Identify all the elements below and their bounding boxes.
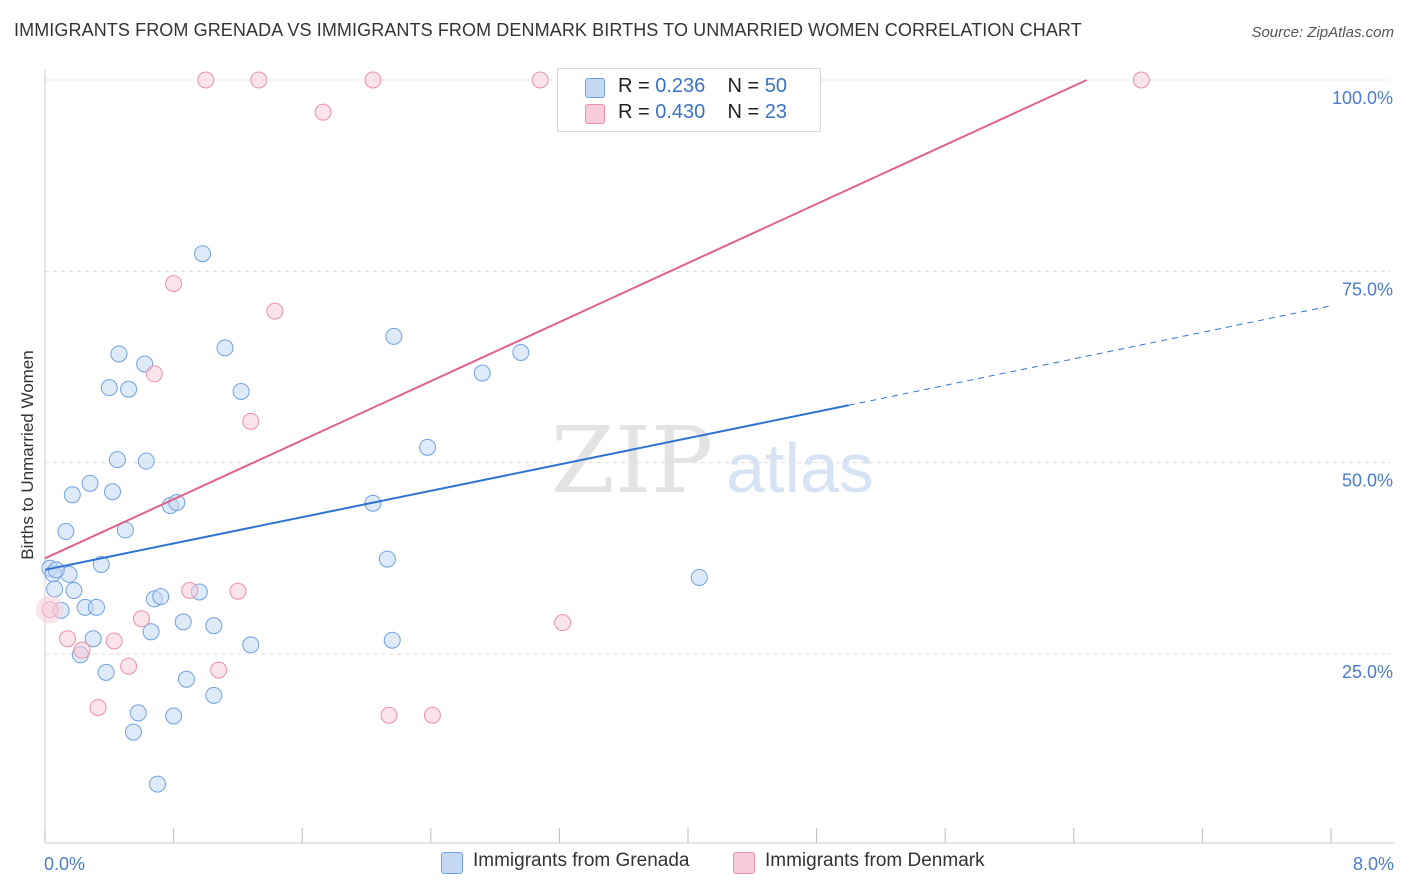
grenada-point [137,452,155,470]
legend-r-label: R = [618,101,650,123]
grenada-point [419,438,437,456]
legend-swatch-denmark [585,104,605,124]
legend-r-label: R = [618,75,650,97]
grenada-trend-line [44,404,849,571]
grenada-point [47,561,65,579]
legend-n-label: N = [727,101,760,123]
denmark-point [181,581,199,599]
grenada-point [110,345,128,363]
denmark-point [314,103,332,121]
y-tick-label: 100.0% [1332,88,1393,108]
grenada-point [216,339,234,357]
series-swatch-denmark [733,852,755,874]
grenada-point [512,343,530,361]
grenada-point [165,707,183,725]
grenada-trend-extension [848,305,1332,406]
grenada-point [104,483,122,501]
denmark-point [197,71,215,89]
grenada-point [205,686,223,704]
denmark-point [266,302,284,320]
legend-n-value: 23 [764,101,788,123]
grenada-point [57,523,75,541]
y-tick-label: 50.0% [1342,471,1393,491]
denmark-point [250,71,268,89]
grenada-point [65,581,83,599]
legend-r-value: 0.430 [655,101,706,123]
denmark-point [364,71,382,89]
series-name-grenada: Immigrants from Grenada [473,850,690,871]
grenada-point [46,580,64,598]
grid-lines [45,79,1391,655]
denmark-trend-line [44,79,1088,560]
axis-labels: Births to Unmarried Women 0.0% 8.0% 100.… [18,88,1394,874]
denmark-point [120,657,138,675]
legend-swatch-grenada [585,78,605,98]
x-tick-min: 0.0% [44,854,85,874]
denmark-point [105,632,123,650]
y-axis-label: Births to Unmarried Women [18,350,37,559]
grenada-point [149,775,167,793]
grenada-point [108,451,126,469]
legend-text-grenada: R = 0.236 N = 50 [618,75,787,98]
denmark-point [380,706,398,724]
grenada-point [385,327,403,345]
grenada-point [242,636,260,654]
watermark: ZIP atlas [551,407,874,514]
grenada-point [142,623,160,641]
denmark-point [531,71,549,89]
grenada-point [97,663,115,681]
grenada-point [177,670,195,688]
grenada-point [473,364,491,382]
grenada-point [152,588,170,606]
denmark-point [89,699,107,717]
grenada-point [174,613,192,631]
grenada-point [690,568,708,586]
chart-source: Source: ZipAtlas.com [1251,24,1394,41]
series-swatch-grenada [441,852,463,874]
legend-n-label: N = [727,75,760,97]
grenada-point [129,704,147,722]
grenada-point [84,630,102,648]
denmark-point [423,706,441,724]
denmark-point [145,365,163,383]
denmark-point [242,412,260,430]
series-name-denmark: Immigrants from Denmark [765,850,985,871]
denmark-point [229,582,247,600]
grenada-point [87,598,105,616]
denmark-point-large [35,595,64,624]
trend-lines [44,79,1332,571]
denmark-point [1132,71,1150,89]
grenada-point [383,631,401,649]
x-tick-max: 8.0% [1353,854,1394,874]
watermark-atlas: atlas [726,429,874,507]
axes [44,70,1394,844]
grenada-point [205,617,223,635]
grenada-point [120,380,138,398]
grenada-point [232,382,250,400]
chart-title: IMMIGRANTS FROM GRENADA VS IMMIGRANTS FR… [14,20,1082,40]
grenada-point [378,550,396,568]
legend-text-denmark: R = 0.430 N = 23 [618,101,787,124]
denmark-point [132,610,150,628]
y-tick-label: 75.0% [1342,279,1393,299]
legend-n-value: 50 [764,75,788,97]
denmark-point [554,614,572,632]
y-tick-label: 25.0% [1342,662,1393,682]
denmark-point [165,275,183,293]
legend-r-value: 0.236 [655,75,706,97]
denmark-point [59,630,77,648]
grenada-point [100,379,118,397]
grenada-point [92,555,110,573]
denmark-point [73,641,91,659]
grenada-point [63,486,81,504]
denmark-point [210,661,228,679]
grenada-point [194,245,212,263]
grenada-point [81,474,99,492]
grenada-point [124,723,142,741]
data-points [35,71,1150,793]
correlation-legend: R = 0.236 N = 50 R = 0.430 N = 23 [557,68,821,132]
